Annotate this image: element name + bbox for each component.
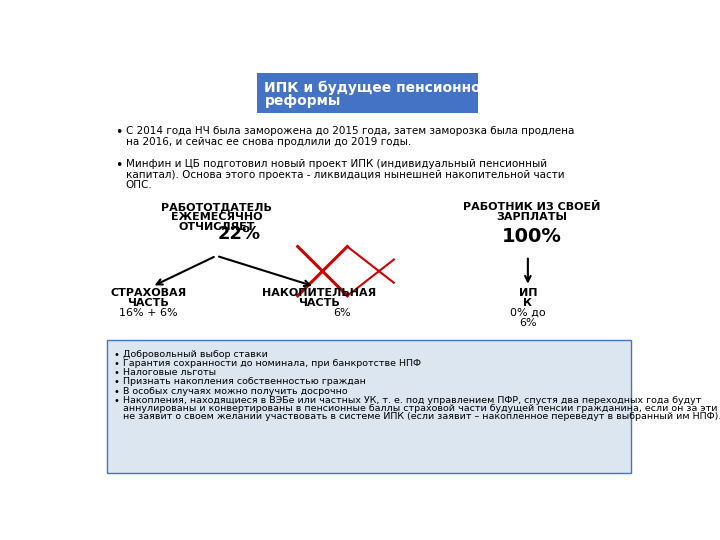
Text: Добровольный выбор ставки: Добровольный выбор ставки <box>122 350 267 359</box>
Text: 6%: 6% <box>333 308 351 318</box>
Text: •: • <box>113 377 119 387</box>
Text: не заявит о своем желании участвовать в системе ИПК (если заявит – накопленное п: не заявит о своем желании участвовать в … <box>122 412 720 421</box>
Text: 100%: 100% <box>502 226 562 246</box>
Text: ЧАСТЬ: ЧАСТЬ <box>127 298 169 308</box>
Text: ЗАРПЛАТЫ: ЗАРПЛАТЫ <box>496 212 567 222</box>
Text: НАКОПИТЕЛЬНАЯ: НАКОПИТЕЛЬНАЯ <box>261 288 376 298</box>
Text: ОПС.: ОПС. <box>126 180 153 190</box>
Text: ЕЖЕМЕСЯЧНО: ЕЖЕМЕСЯЧНО <box>171 212 262 222</box>
Text: •: • <box>113 359 119 369</box>
Text: на 2016, и сейчас ее снова продлили до 2019 годы.: на 2016, и сейчас ее снова продлили до 2… <box>126 137 411 147</box>
Bar <box>256 72 477 112</box>
Text: РАБОТНИК ИЗ СВОЕЙ: РАБОТНИК ИЗ СВОЕЙ <box>463 202 600 212</box>
Text: РАБОТОТДАТЕЛЬ: РАБОТОТДАТЕЛЬ <box>161 202 271 212</box>
Text: В особых случаях можно получить досрочно: В особых случаях можно получить досрочно <box>122 387 347 396</box>
Text: 6%: 6% <box>519 318 536 328</box>
Text: 0% до: 0% до <box>510 308 546 318</box>
Text: •: • <box>113 387 119 397</box>
Text: Минфин и ЦБ подготовил новый проект ИПК (индивидуальный пенсионный: Минфин и ЦБ подготовил новый проект ИПК … <box>126 159 546 168</box>
Text: капитал). Основа этого проекта - ликвидация нынешней накопительной части: капитал). Основа этого проекта - ликвида… <box>126 170 564 179</box>
Text: Накопления, находящиеся в ВЭБе или частных УК, т. е. под управлением ПФР, спустя: Накопления, находящиеся в ВЭБе или частн… <box>122 396 701 405</box>
Text: 16% + 6%: 16% + 6% <box>119 308 177 318</box>
Bar <box>107 340 631 473</box>
Text: Гарантия сохранности до номинала, при банкротстве НПФ: Гарантия сохранности до номинала, при ба… <box>122 359 420 368</box>
Text: 22%: 22% <box>218 225 261 243</box>
Text: ИП: ИП <box>518 288 537 298</box>
Text: СТРАХОВАЯ: СТРАХОВАЯ <box>110 288 186 298</box>
Text: аннулированы и конвертированы в пенсионные баллы страховой части будущей пенсии : аннулированы и конвертированы в пенсионн… <box>122 404 720 413</box>
Text: •: • <box>113 396 119 406</box>
Text: Признать накопления собственностью граждан: Признать накопления собственностью гражд… <box>122 377 366 387</box>
Text: ИПК и будущее пенсионной: ИПК и будущее пенсионной <box>264 80 491 94</box>
Text: К: К <box>523 298 532 308</box>
Text: Налоговые льготы: Налоговые льготы <box>122 368 216 377</box>
Text: ЧАСТЬ: ЧАСТЬ <box>298 298 340 308</box>
Text: •: • <box>114 126 122 139</box>
Text: •: • <box>114 159 122 172</box>
Text: ОТЧИСЛЯЕТ: ОТЧИСЛЯЕТ <box>178 222 255 232</box>
Text: С 2014 года НЧ была заморожена до 2015 года, затем заморозка была продлена: С 2014 года НЧ была заморожена до 2015 г… <box>126 126 574 137</box>
Text: •: • <box>113 368 119 378</box>
Text: реформы: реформы <box>264 94 341 108</box>
Text: •: • <box>113 350 119 360</box>
